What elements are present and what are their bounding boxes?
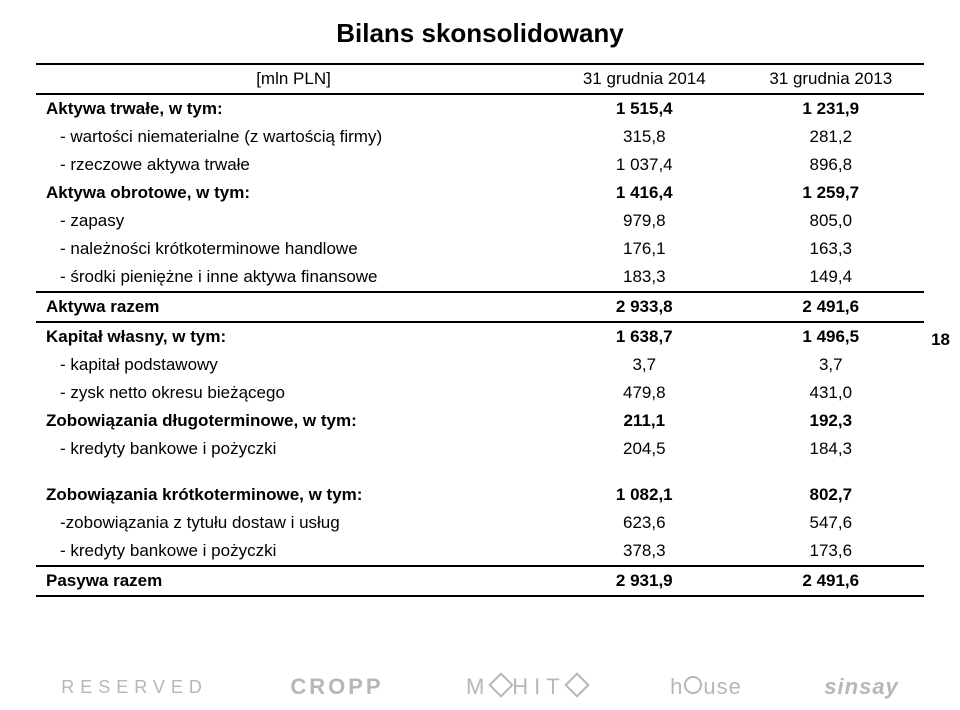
table-row: Aktywa razem2 933,82 491,6	[36, 292, 924, 322]
col-header-2: 31 grudnia 2013	[738, 64, 924, 94]
row-label: -zobowiązania z tytułu dostaw i usług	[36, 509, 551, 537]
row-value-2: 802,7	[738, 481, 924, 509]
row-label: - zysk netto okresu bieżącego	[36, 379, 551, 407]
row-label: - środki pieniężne i inne aktywa finanso…	[36, 263, 551, 292]
table-row: - należności krótkoterminowe handlowe176…	[36, 235, 924, 263]
row-value-1: 315,8	[551, 123, 737, 151]
row-value-2: 149,4	[738, 263, 924, 292]
row-label: - kredyty bankowe i pożyczki	[36, 537, 551, 566]
row-value-2: 173,6	[738, 537, 924, 566]
row-value-1: 1 515,4	[551, 94, 737, 123]
row-label: - wartości niematerialne (z wartością fi…	[36, 123, 551, 151]
row-value-2: 1 231,9	[738, 94, 924, 123]
row-label: Aktywa razem	[36, 292, 551, 322]
mohito-o-icon-2	[564, 672, 589, 697]
row-value-2: 184,3	[738, 435, 924, 463]
table-row: Zobowiązania krótkoterminowe, w tym:1 08…	[36, 481, 924, 509]
table-row: Pasywa razem2 931,92 491,6	[36, 566, 924, 596]
footer-logos: RESERVED CROPP M HIT h use sinsay	[0, 674, 960, 700]
row-value-1: 1 037,4	[551, 151, 737, 179]
row-value-1: 3,7	[551, 351, 737, 379]
row-value-1: 378,3	[551, 537, 737, 566]
table-row: - kredyty bankowe i pożyczki378,3173,6	[36, 537, 924, 566]
row-label: - rzeczowe aktywa trwałe	[36, 151, 551, 179]
row-value-2: 3,7	[738, 351, 924, 379]
table-row: - środki pieniężne i inne aktywa finanso…	[36, 263, 924, 292]
table-row: - kredyty bankowe i pożyczki204,5184,3	[36, 435, 924, 463]
page-number: 18	[931, 330, 950, 350]
table-row: - kapitał podstawowy3,73,7	[36, 351, 924, 379]
row-value-1: 176,1	[551, 235, 737, 263]
mohito-text-1: M	[466, 674, 490, 700]
house-o-icon	[684, 676, 702, 694]
house-text-2: use	[703, 674, 741, 700]
row-value-1: 1 416,4	[551, 179, 737, 207]
row-value-1: 1 082,1	[551, 481, 737, 509]
page-container: Bilans skonsolidowany [mln PLN] 31 grudn…	[0, 0, 960, 710]
row-label: Aktywa obrotowe, w tym:	[36, 179, 551, 207]
table-row: Zobowiązania długoterminowe, w tym:211,1…	[36, 407, 924, 435]
table-row: Aktywa obrotowe, w tym:1 416,41 259,7	[36, 179, 924, 207]
logo-mohito: M HIT	[466, 674, 588, 700]
table-row: - rzeczowe aktywa trwałe1 037,4896,8	[36, 151, 924, 179]
row-label: Aktywa trwałe, w tym:	[36, 94, 551, 123]
row-value-2: 1 259,7	[738, 179, 924, 207]
logo-house: h use	[670, 674, 742, 700]
row-label: - kapitał podstawowy	[36, 351, 551, 379]
row-value-2: 163,3	[738, 235, 924, 263]
row-value-1: 183,3	[551, 263, 737, 292]
row-label: - należności krótkoterminowe handlowe	[36, 235, 551, 263]
row-value-2: 1 496,5	[738, 322, 924, 351]
logo-sinsay: sinsay	[824, 674, 899, 700]
row-label: Zobowiązania długoterminowe, w tym:	[36, 407, 551, 435]
row-label: - kredyty bankowe i pożyczki	[36, 435, 551, 463]
table-spacer	[36, 463, 924, 481]
row-value-2: 547,6	[738, 509, 924, 537]
logo-cropp: CROPP	[290, 674, 383, 700]
row-value-1: 623,6	[551, 509, 737, 537]
table-row: - zysk netto okresu bieżącego479,8431,0	[36, 379, 924, 407]
row-value-2: 192,3	[738, 407, 924, 435]
table-row: -zobowiązania z tytułu dostaw i usług623…	[36, 509, 924, 537]
row-value-1: 211,1	[551, 407, 737, 435]
row-value-1: 2 933,8	[551, 292, 737, 322]
row-value-2: 896,8	[738, 151, 924, 179]
row-value-1: 479,8	[551, 379, 737, 407]
row-value-1: 204,5	[551, 435, 737, 463]
logo-reserved: RESERVED	[61, 677, 208, 698]
table-row: - zapasy979,8805,0	[36, 207, 924, 235]
mohito-o-icon-1	[489, 672, 514, 697]
row-value-2: 2 491,6	[738, 566, 924, 596]
col-header-1: 31 grudnia 2014	[551, 64, 737, 94]
table-row: Aktywa trwałe, w tym:1 515,41 231,9	[36, 94, 924, 123]
table-header-row: [mln PLN] 31 grudnia 2014 31 grudnia 201…	[36, 64, 924, 94]
house-text-1: h	[670, 674, 683, 700]
row-label: Kapitał własny, w tym:	[36, 322, 551, 351]
row-value-2: 2 491,6	[738, 292, 924, 322]
row-value-2: 805,0	[738, 207, 924, 235]
table-row: - wartości niematerialne (z wartością fi…	[36, 123, 924, 151]
row-label: Zobowiązania krótkoterminowe, w tym:	[36, 481, 551, 509]
balance-table: [mln PLN] 31 grudnia 2014 31 grudnia 201…	[36, 63, 924, 597]
row-value-2: 281,2	[738, 123, 924, 151]
page-title: Bilans skonsolidowany	[36, 18, 924, 49]
table-row: Kapitał własny, w tym:1 638,71 496,5	[36, 322, 924, 351]
row-label: Pasywa razem	[36, 566, 551, 596]
row-value-1: 2 931,9	[551, 566, 737, 596]
row-value-2: 431,0	[738, 379, 924, 407]
row-label: - zapasy	[36, 207, 551, 235]
row-value-1: 979,8	[551, 207, 737, 235]
mohito-text-2: HIT	[512, 674, 565, 700]
unit-label: [mln PLN]	[36, 64, 551, 94]
row-value-1: 1 638,7	[551, 322, 737, 351]
